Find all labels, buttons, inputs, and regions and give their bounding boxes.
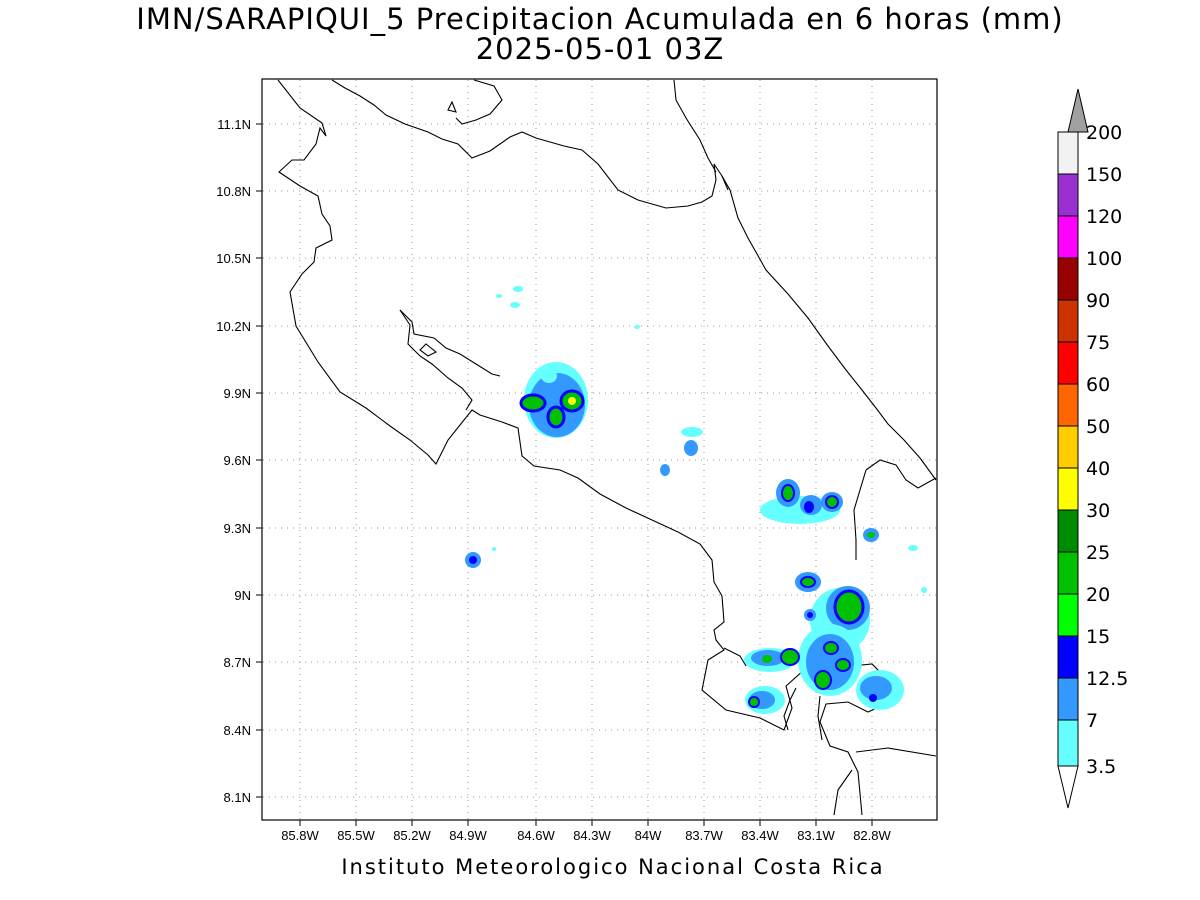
precip-cell [681,427,703,437]
legend-label: 20 [1086,584,1110,606]
lat-tick-label: 11.1N [217,117,251,132]
legend-label: 3.5 [1086,756,1116,778]
lon-tick-labels: 85.8W 85.5W 85.2W 84.9W 84.6W 84.3W 84W … [281,828,891,843]
precip-cell [546,405,566,429]
precipitation-layer [465,286,927,714]
precip-cell [529,373,585,437]
legend-label: 15 [1086,626,1110,648]
precip-cell [660,464,670,476]
legend-swatch [1057,215,1079,259]
legend-swatch [1057,719,1079,767]
legend-label: 7 [1086,710,1098,732]
legend-label: 50 [1086,416,1110,438]
lon-tick-label: 82.8W [853,828,891,843]
lat-tick-label: 9.9N [224,386,251,401]
legend-label: 40 [1086,458,1110,480]
lat-tick-label: 9.6N [224,453,251,468]
precip-cell [519,393,547,413]
precip-cell [823,641,839,655]
lon-tick-label: 83.1W [797,828,835,843]
precip-cell [867,532,875,538]
legend-swatch [1057,131,1079,175]
chart-title: IMN/SARAPIQUI_5 Precipitacion Acumulada … [136,2,1064,36]
legend-swatch [1057,593,1079,637]
precip-cell [762,655,772,663]
legend-swatch [1057,257,1079,301]
precip-cell [807,612,813,618]
legend-label: 200 [1086,122,1122,144]
precip-cell [833,589,865,625]
precip-cell [780,648,800,666]
legend-swatch [1057,299,1079,343]
legend-swatch [1057,341,1079,385]
precip-cell [541,369,557,383]
lon-tick-label: 85.5W [337,828,375,843]
legend-swatch [1057,173,1079,217]
precip-cell [513,286,523,292]
precip-cell [869,694,877,702]
legend-label: 100 [1086,248,1122,270]
lon-tick-label: 84W [635,828,662,843]
precip-cell [800,576,816,588]
precip-cell [921,587,927,593]
precip-cell [804,501,814,513]
legend-labels: 200 150 120 100 90 75 60 50 40 30 25 20 … [1086,122,1128,778]
precip-cell [634,325,640,329]
lon-tick-label: 84.9W [449,828,487,843]
lon-tick-label: 84.6W [517,828,555,843]
chart-subtitle-date: 2025-05-01 03Z [475,32,725,66]
legend-swatch [1057,467,1079,511]
lat-tick-label: 8.1N [224,790,251,805]
precip-cell [781,484,795,502]
legend-label: 30 [1086,500,1110,522]
legend-under-arrow [1057,765,1079,809]
map-frame [261,78,938,821]
lat-tick-labels: 11.1N 10.8N 10.5N 10.2N 9.9N 9.6N 9.3N 9… [216,117,251,805]
legend-label: 120 [1086,206,1122,228]
legend-label: 60 [1086,374,1110,396]
color-legend [1057,88,1089,809]
precip-cell [860,676,892,700]
lon-tick-label: 83.4W [741,828,779,843]
precip-cell [825,495,839,509]
legend-label: 150 [1086,164,1122,186]
precip-cell [510,302,520,308]
lon-tick-label: 83.7W [685,828,723,843]
legend-swatch [1057,677,1079,721]
coastline [277,79,937,816]
lon-tick-label: 85.2W [393,828,431,843]
legend-over-arrow [1067,88,1089,133]
lat-tick-label: 10.2N [216,319,251,334]
precip-cell [835,658,851,672]
lon-tick-label: 85.8W [281,828,319,843]
lat-tick-label: 10.5N [216,251,251,266]
legend-label: 25 [1086,542,1110,564]
legend-label: 75 [1086,332,1110,354]
precip-cell [684,440,698,456]
lat-tick-label: 9.3N [224,521,251,536]
legend-swatch [1057,383,1079,427]
precip-cell [496,294,502,298]
precip-cell [469,556,477,564]
precip-cell [568,397,576,405]
lat-tick-label: 8.4N [224,723,251,738]
legend-swatch [1057,635,1079,679]
footer-credit: Instituto Meteorologico Nacional Costa R… [341,855,885,879]
legend-swatch [1057,551,1079,595]
precip-cell [814,670,832,690]
lon-tick-label: 84.3W [573,828,611,843]
legend-label: 12.5 [1086,668,1128,690]
tick-marks [256,123,873,826]
precip-cell [492,547,496,551]
legend-label: 90 [1086,290,1110,312]
precip-cell [908,545,918,551]
legend-swatch [1057,425,1079,469]
grid-lines [263,80,936,819]
lat-tick-label: 10.8N [216,184,251,199]
precip-cell [748,696,760,708]
lat-tick-label: 9N [234,588,251,603]
legend-swatch [1057,509,1079,553]
lat-tick-label: 8.7N [224,655,251,670]
